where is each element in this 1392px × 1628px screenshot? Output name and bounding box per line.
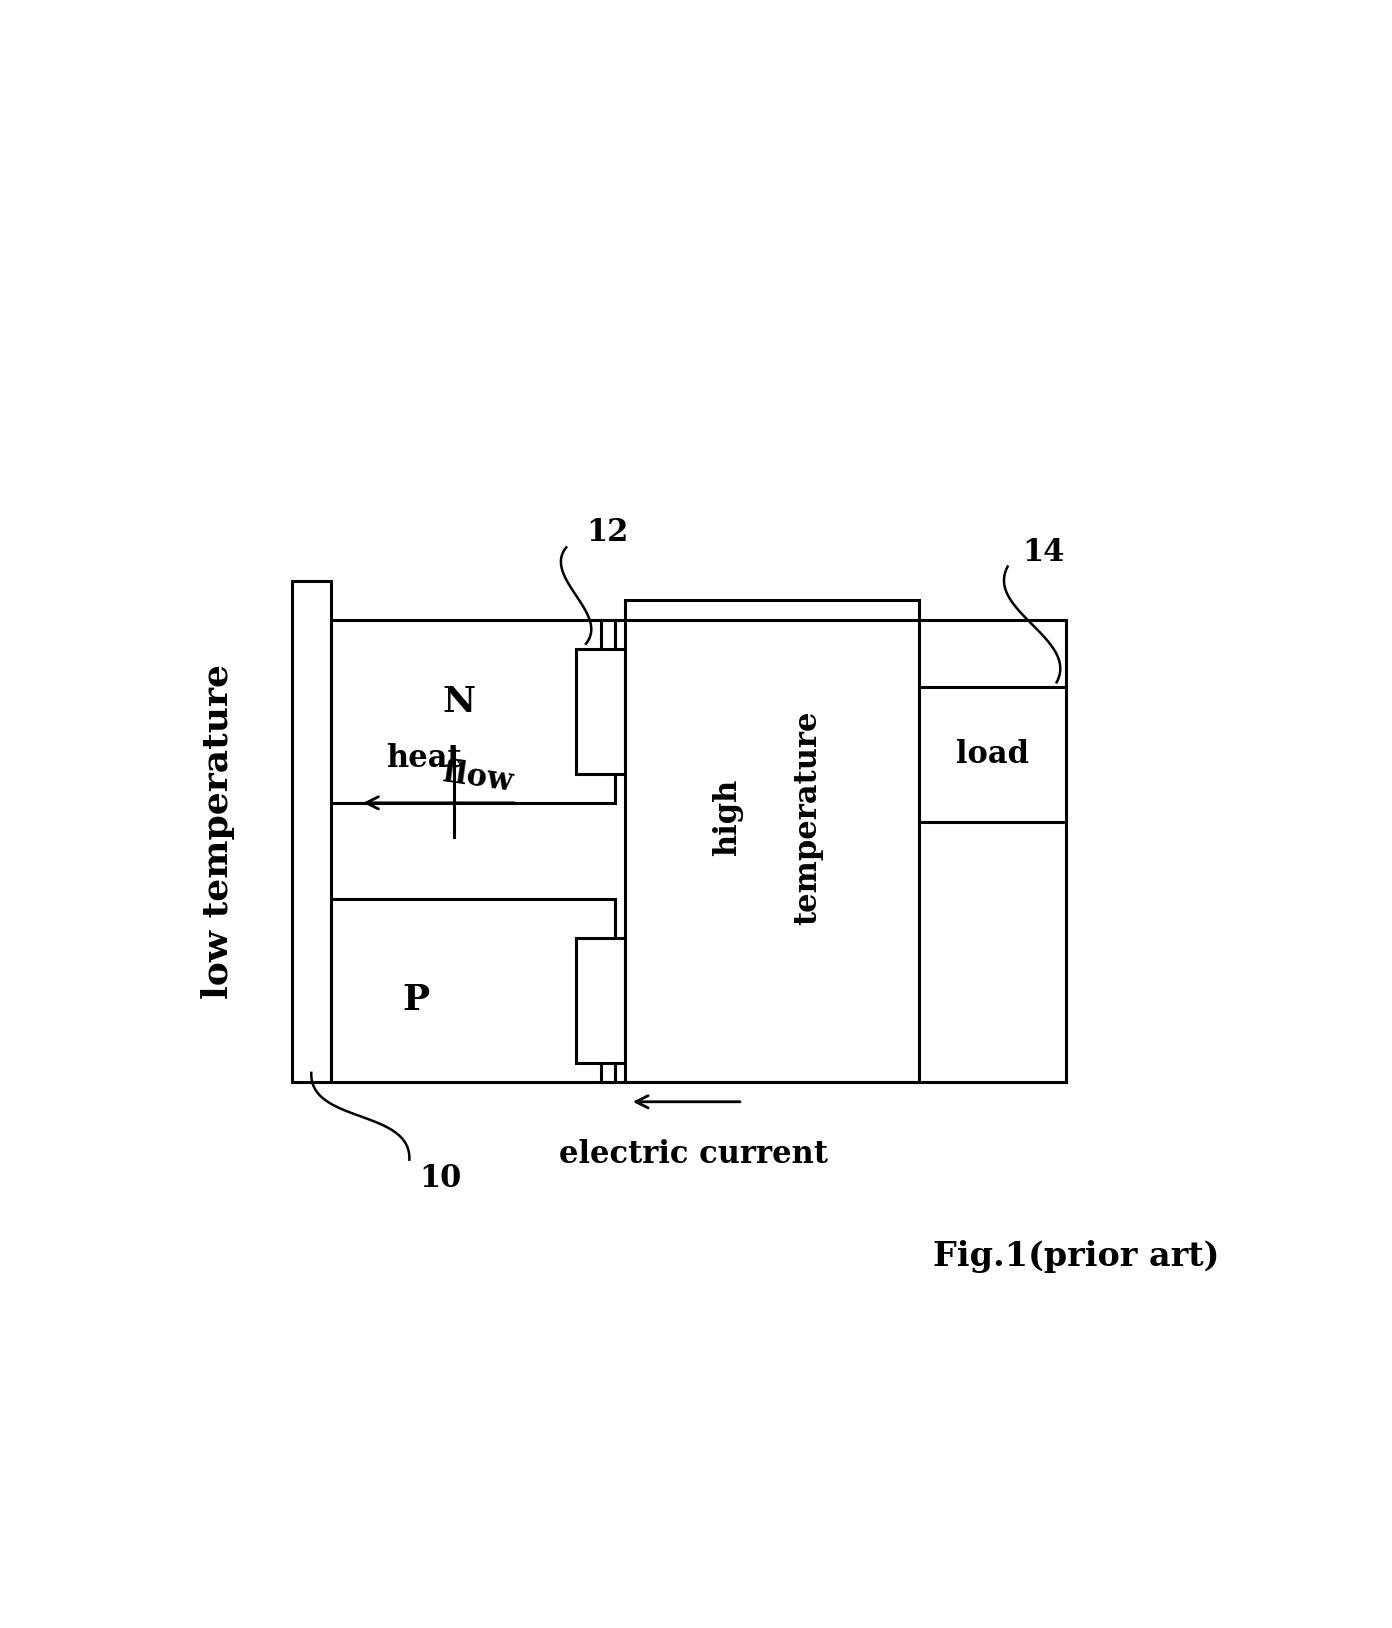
- Text: load: load: [956, 739, 1030, 770]
- Text: 10: 10: [419, 1164, 461, 1195]
- Text: N: N: [443, 685, 476, 720]
- Text: P: P: [402, 983, 430, 1018]
- Bar: [576, 648, 625, 773]
- Text: Fig.1(prior art): Fig.1(prior art): [933, 1239, 1219, 1273]
- Bar: [331, 899, 615, 1083]
- Bar: [292, 581, 331, 1083]
- Bar: [919, 687, 1066, 822]
- Text: heat: heat: [386, 742, 462, 773]
- Text: temperature: temperature: [792, 710, 823, 925]
- Bar: [576, 938, 625, 1063]
- Text: 12: 12: [586, 518, 628, 549]
- Text: 14: 14: [1022, 537, 1065, 568]
- Text: low temperature: low temperature: [200, 664, 235, 1000]
- Bar: [331, 620, 615, 803]
- Text: electric current: electric current: [560, 1140, 828, 1171]
- Text: flow: flow: [441, 757, 515, 798]
- Text: high: high: [713, 778, 743, 856]
- Bar: [625, 601, 919, 1083]
